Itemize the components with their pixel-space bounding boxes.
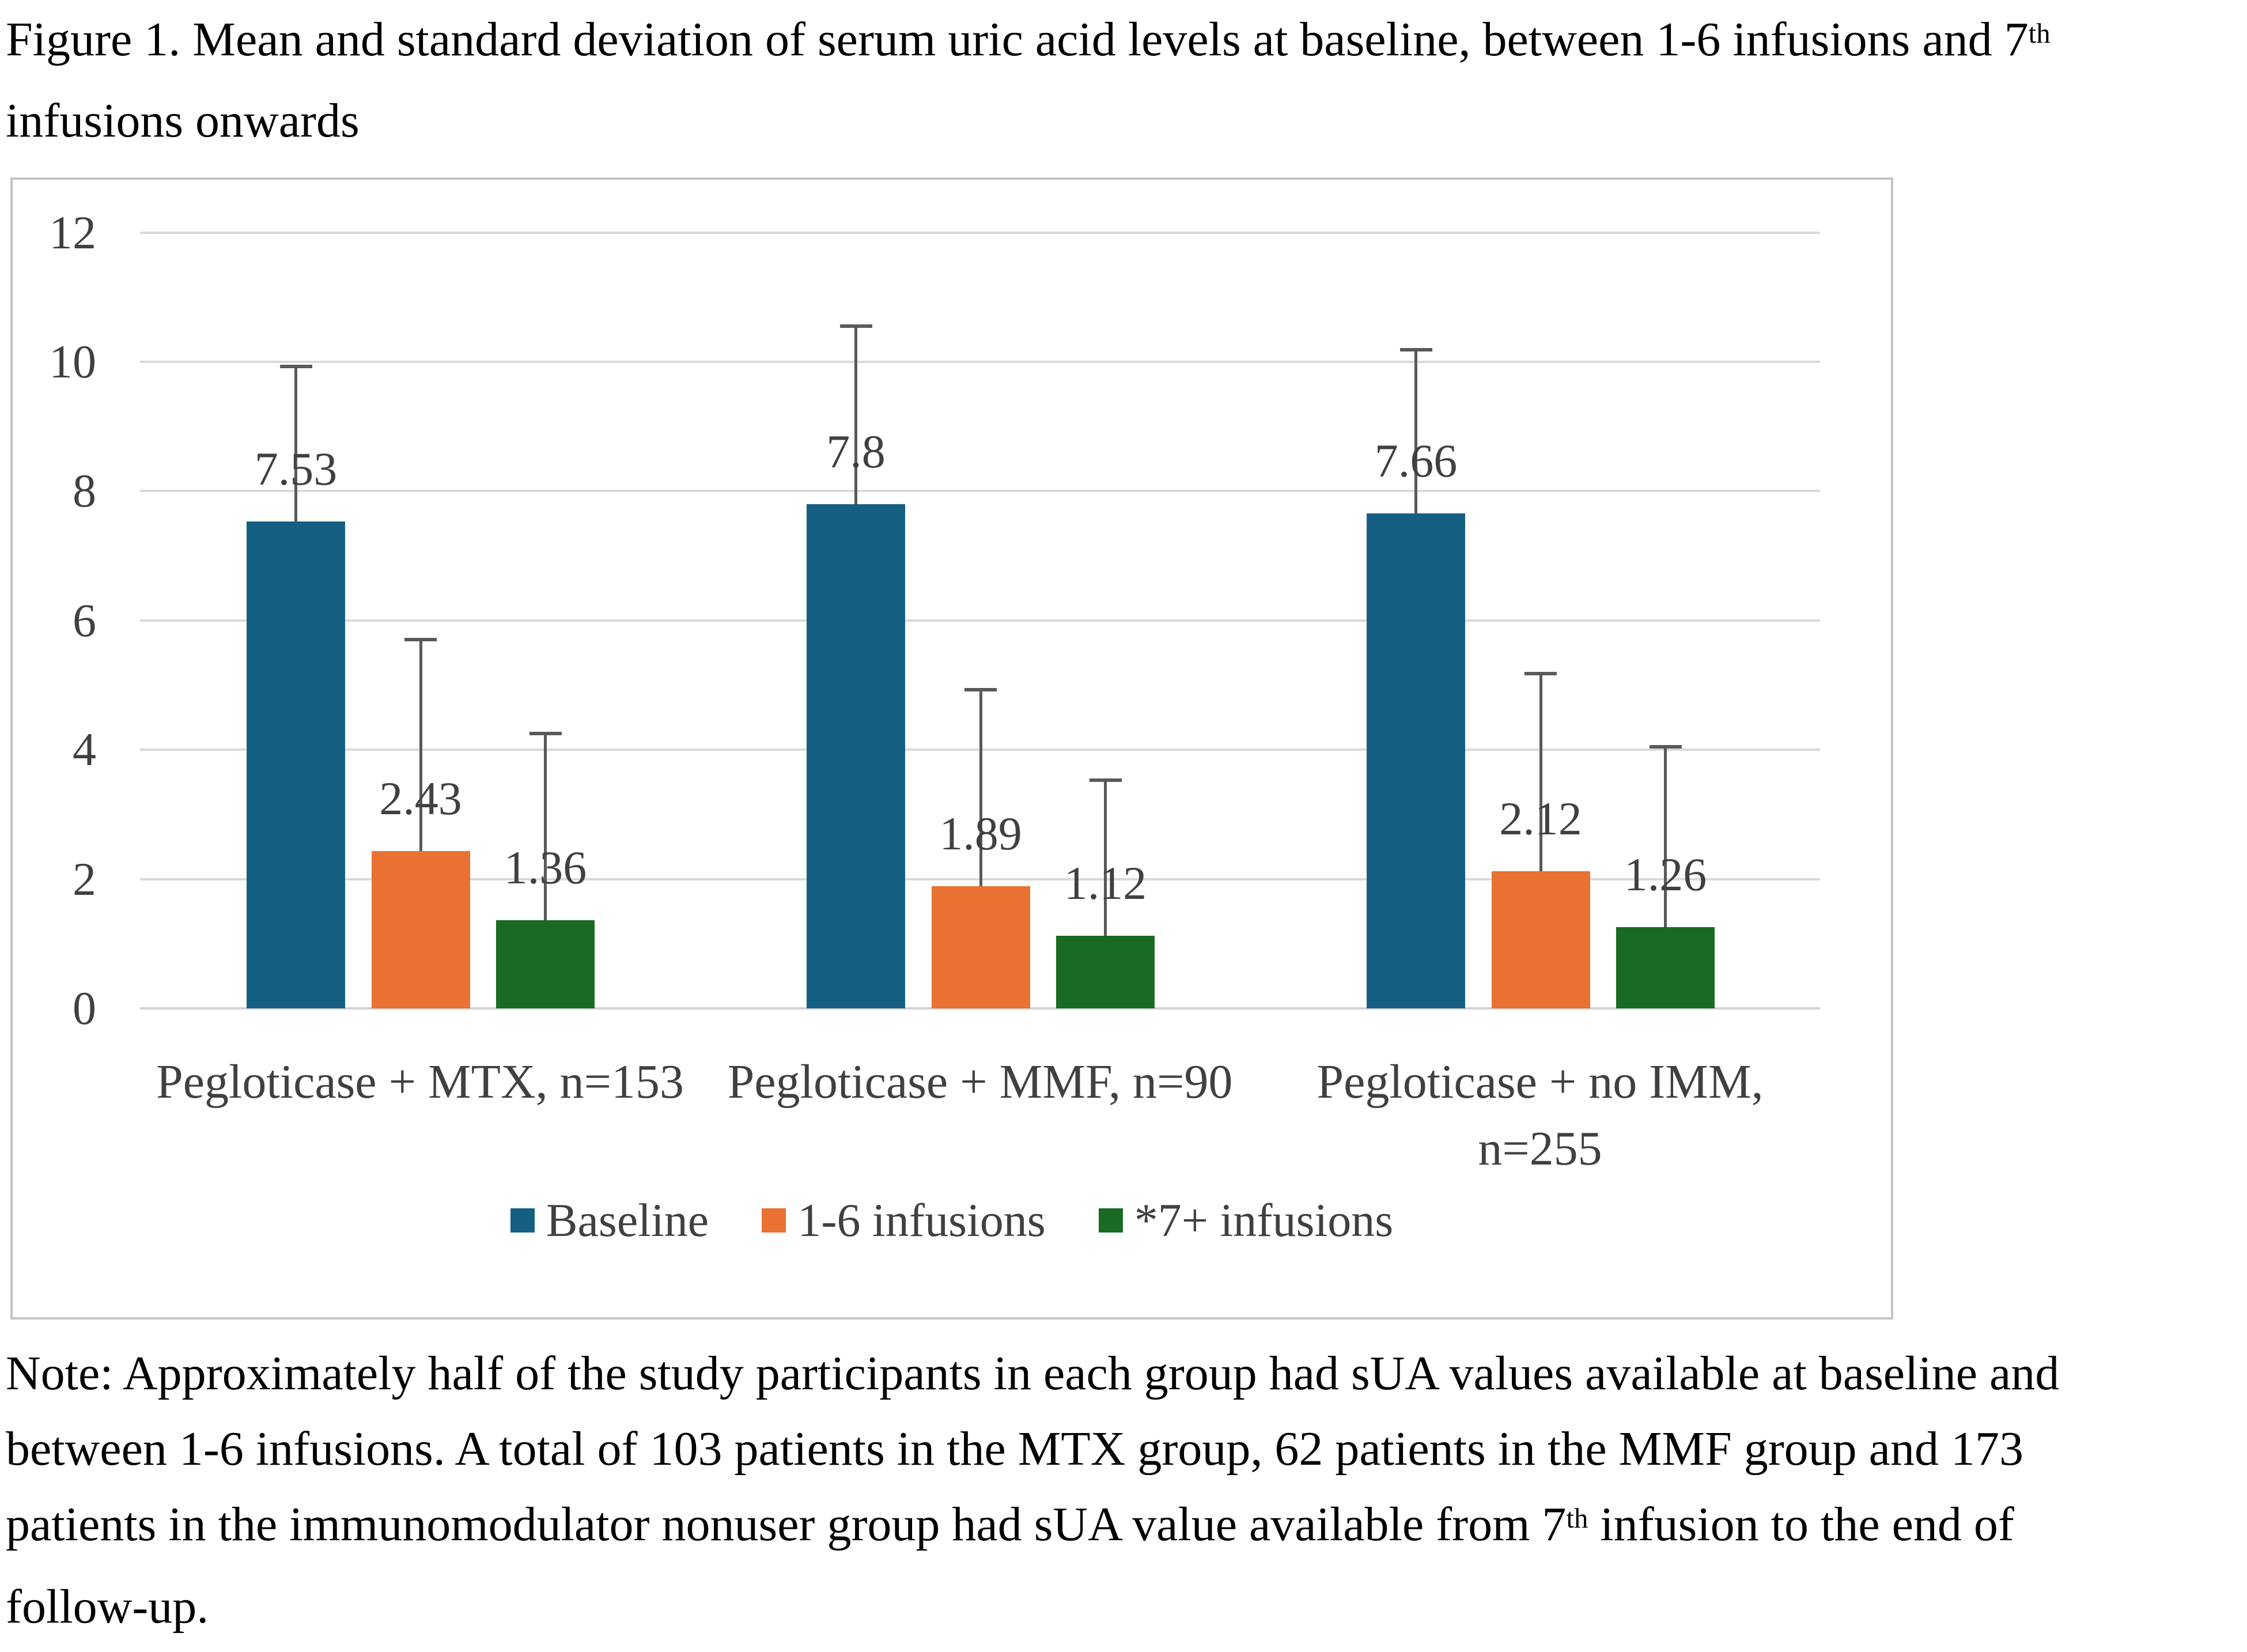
error-bar-whisker: [1414, 349, 1417, 513]
note-line-1: Note: Approximately half of the study pa…: [6, 1347, 2060, 1400]
legend-item: Baseline: [510, 1193, 709, 1248]
note-line-2: between 1-6 infusions. A total of 103 pa…: [6, 1422, 2023, 1476]
error-bar-whisker: [1539, 673, 1542, 872]
error-bar-whisker: [1664, 746, 1667, 927]
figure-title-line2: infusions onwards: [6, 94, 360, 148]
y-gridline: [140, 231, 1820, 234]
figure-title-line1-text: Figure 1. Mean and standard deviation of…: [6, 13, 2029, 66]
error-bar-cap: [1649, 744, 1682, 748]
x-axis-line: [140, 1007, 1820, 1010]
error-bar-cap: [1525, 671, 1557, 675]
bar-value-label: 2.12: [1499, 792, 1582, 845]
legend-marker-square: [510, 1208, 535, 1233]
legend-item: *7+ infusions: [1098, 1193, 1394, 1248]
legend-label: 1-6 infusions: [797, 1194, 1046, 1246]
x-axis-category-label: Pegloticase + MMF, n=90: [727, 1055, 1233, 1109]
y-axis-tick-label: 6: [73, 593, 96, 647]
bar-value-label: 1.12: [1064, 857, 1147, 910]
note-line-4: follow-up.: [6, 1580, 209, 1634]
bar-value-label: 7.8: [826, 425, 886, 478]
error-bar-cap: [404, 638, 437, 642]
y-gridline: [140, 490, 1820, 493]
bar-baseline: [807, 504, 905, 1008]
y-axis-tick-label: 12: [49, 206, 96, 259]
y-axis-tick-label: 2: [73, 852, 96, 905]
figure-title: Figure 1. Mean and standard deviation of…: [6, 2, 2244, 158]
superscript-th: th: [1566, 1503, 1588, 1534]
y-gridline: [140, 619, 1820, 622]
bar-baseline: [247, 521, 345, 1008]
x-axis-category-label: Pegloticase + MTX, n=153: [156, 1055, 684, 1109]
legend-marker-square: [762, 1208, 786, 1233]
note-line-3: patients in the immunomodulator nonuser …: [6, 1487, 2244, 1569]
error-bar-whisker: [419, 640, 422, 852]
bar-7-infusions: [496, 920, 595, 1008]
y-axis-tick-label: 8: [73, 464, 96, 517]
superscript-th: th: [2028, 18, 2051, 50]
x-axis-category-label: Pegloticase + no IMM, n=255: [1317, 1055, 1764, 1175]
error-bar-cap: [839, 324, 872, 328]
bar-7-infusions: [1056, 936, 1155, 1008]
legend-item: 1-6 infusions: [762, 1193, 1046, 1248]
figure-note: Note: Approximately half of the study pa…: [6, 1336, 2244, 1645]
chart-legend: Baseline 1-6 infusions *7+ infusions: [13, 1193, 1891, 1248]
figure-title-line1: Figure 1. Mean and standard deviation of…: [6, 2, 2244, 84]
legend-label: *7+ infusions: [1134, 1194, 1394, 1246]
bar-value-label: 1.89: [939, 807, 1022, 860]
error-bar-whisker: [294, 366, 297, 522]
bar-1-6-infusions: [1491, 871, 1590, 1008]
y-axis-tick-label: 10: [49, 335, 96, 388]
error-bar-whisker: [1104, 780, 1107, 936]
y-gridline: [140, 361, 1820, 363]
bar-value-label: 7.53: [254, 443, 338, 496]
bar-value-label: 2.43: [379, 772, 462, 825]
error-bar-cap: [279, 364, 312, 368]
error-bar-cap: [964, 687, 997, 691]
note-line-3-text-after: infusion to the end of: [1588, 1498, 2014, 1551]
error-bar-cap: [1399, 347, 1432, 351]
legend-label: Baseline: [546, 1194, 709, 1246]
error-bar-cap: [529, 732, 562, 736]
error-bar-whisker: [544, 734, 547, 921]
error-bar-whisker: [854, 326, 857, 504]
bar-7-infusions: [1616, 927, 1715, 1008]
bar-value-label: 1.36: [504, 841, 587, 894]
bar-chart: 0 2 4 6 8 10 12 7.53 2.43 1.36 Pegloticase + MTX, …: [10, 177, 1893, 1320]
note-line-3-text: patients in the immunomodulator nonuser …: [6, 1498, 1567, 1551]
bar-baseline: [1367, 513, 1465, 1008]
bar-1-6-infusions: [371, 851, 470, 1008]
y-axis-tick-label: 4: [73, 723, 96, 776]
bar-1-6-infusions: [931, 886, 1030, 1008]
y-axis-tick-label: 0: [73, 982, 96, 1034]
error-bar-cap: [1089, 778, 1122, 782]
bar-value-label: 7.66: [1374, 434, 1458, 487]
legend-marker-square: [1098, 1208, 1123, 1233]
bar-value-label: 1.26: [1624, 848, 1707, 901]
error-bar-whisker: [979, 689, 982, 886]
